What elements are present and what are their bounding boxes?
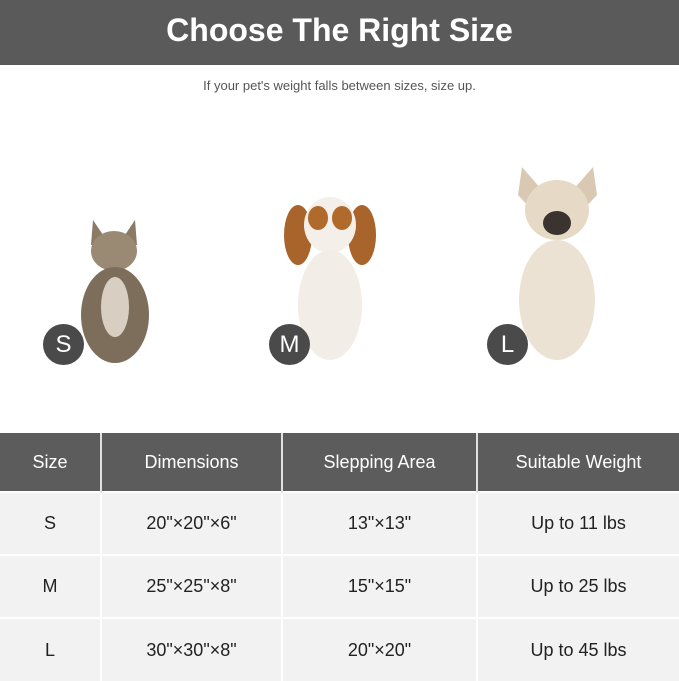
cell-dimensions: 25"×25"×8" [101,554,283,618]
header-size: Size [0,433,102,492]
cell-sleeping-area: 13"×13" [282,491,478,555]
cell-size: M [0,554,102,618]
cell-size: S [0,491,102,555]
cell-dimensions: 20"×20"×6" [101,491,283,555]
size-badge-m: M [269,324,310,365]
table-row: S 20"×20"×6" 13"×13" Up to 11 lbs [0,491,679,555]
cell-sleeping-area: 15"×15" [282,554,478,618]
subtitle: If your pet's weight falls between sizes… [203,78,476,93]
table-row: L 30"×30"×8" 20"×20" Up to 45 lbs [0,617,679,681]
bulldog-image [518,167,597,360]
cell-weight: Up to 25 lbs [477,554,679,618]
cell-weight: Up to 11 lbs [477,491,679,555]
cell-dimensions: 30"×30"×8" [101,617,283,681]
cell-sleeping-area: 20"×20" [282,617,478,681]
page-title: Choose The Right Size [0,0,679,65]
header-dimensions: Dimensions [101,433,283,492]
table-row: M 25"×25"×8" 15"×15" Up to 25 lbs [0,554,679,618]
cell-weight: Up to 45 lbs [477,617,679,681]
spaniel-image [284,197,376,360]
cat-image [81,220,149,363]
header-sleeping-area: Slepping Area [282,433,478,492]
size-badge-s: S [43,324,84,365]
header-weight: Suitable Weight [477,433,679,492]
size-table: Size Dimensions Slepping Area Suitable W… [0,433,679,681]
size-badge-l: L [487,324,528,365]
table-header: Size Dimensions Slepping Area Suitable W… [0,433,679,492]
cell-size: L [0,617,102,681]
